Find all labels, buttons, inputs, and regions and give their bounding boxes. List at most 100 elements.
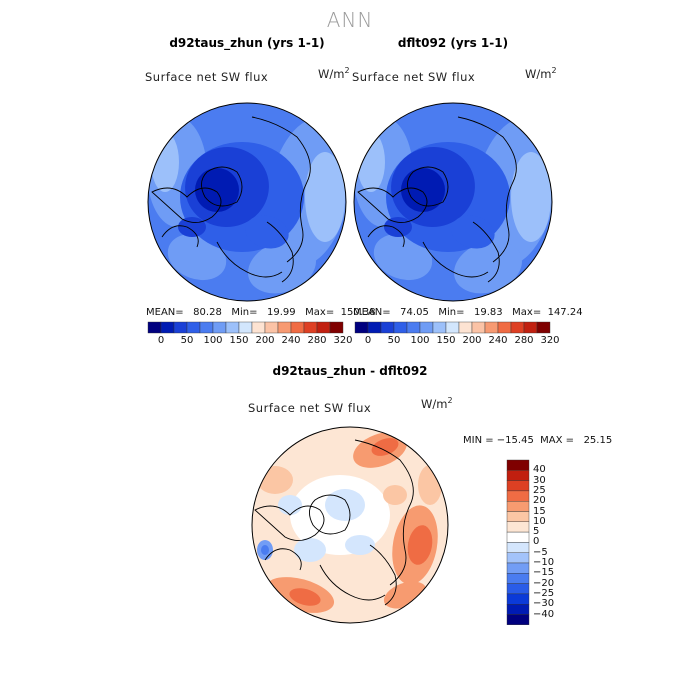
- field-region: [325, 489, 365, 521]
- panel1-map: [147, 102, 347, 302]
- colorbar-swatch: [354, 321, 369, 334]
- colorbar-tick-label: 100: [203, 335, 223, 346]
- panel3-stats: MIN = −15.45 MAX = 25.15: [463, 435, 613, 446]
- colorbar-tick-label: 0: [157, 335, 165, 346]
- field-region: [294, 538, 326, 562]
- field-region: [384, 217, 412, 237]
- colorbar-swatch: [484, 321, 499, 334]
- colorbar-tick-label: −15: [533, 567, 555, 579]
- panel2-map: [353, 102, 553, 302]
- colorbar-tick-label: 30: [533, 474, 546, 486]
- colorbar-tick-label: 200: [255, 335, 275, 346]
- colorbar-tick-label: 50: [387, 335, 401, 346]
- colorbar-swatch: [303, 321, 318, 334]
- colorbar-swatch: [393, 321, 408, 334]
- panel1-units: W/m2: [318, 66, 350, 81]
- colorbar-swatch: [506, 511, 530, 523]
- field-region: [245, 215, 289, 249]
- panel1-stats: MEAN= 80.28 Min= 19.99 Max= 150.38: [146, 307, 376, 318]
- field-region: [418, 465, 442, 505]
- panel1-title: d92taus_zhun (yrs 1-1): [169, 36, 325, 50]
- field-region: [451, 215, 495, 249]
- colorbar-tick-label: 280: [514, 335, 534, 346]
- coastline: [357, 116, 517, 283]
- colorbar-swatch: [506, 552, 530, 564]
- colorbar-swatch: [506, 470, 530, 481]
- colorbar-swatch: [277, 321, 292, 334]
- field-region: [151, 132, 179, 192]
- panel2-stats: MEAN= 74.05 Min= 19.83 Max= 147.24: [353, 307, 583, 318]
- coastline: [151, 116, 311, 283]
- colorbar-swatch: [186, 321, 201, 334]
- colorbar-tick-label: 25: [533, 484, 546, 496]
- colorbar-tick-label: 320: [540, 335, 560, 346]
- colorbar-swatch: [406, 321, 421, 334]
- colorbar-swatch: [419, 321, 434, 334]
- colorbar-swatch: [506, 501, 530, 512]
- colorbar-swatch: [471, 321, 486, 334]
- field-region: [305, 152, 345, 242]
- colorbar-swatch: [380, 321, 395, 334]
- colorbar-swatch: [251, 321, 266, 334]
- colorbar-swatch: [173, 321, 188, 334]
- colorbar-swatch: [506, 562, 530, 574]
- map-boundary: [147, 102, 347, 302]
- field-region: [167, 233, 227, 281]
- colorbar-tick-label: 40: [533, 464, 546, 476]
- field-region: [371, 438, 399, 456]
- colorbar-swatch: [506, 480, 530, 492]
- field-region: [383, 485, 407, 505]
- colorbar-tick-label: 240: [488, 335, 508, 346]
- colorbar-swatch: [506, 542, 530, 553]
- colorbar-swatch: [506, 593, 530, 605]
- colorbar-tick-label: 240: [281, 335, 301, 346]
- colorbar-swatch: [506, 521, 530, 533]
- panel3-colorbar: [506, 459, 530, 626]
- colorbar-swatch: [264, 321, 279, 334]
- colorbar-tick-label: 50: [180, 335, 194, 346]
- field-region: [289, 588, 321, 606]
- colorbar-swatch: [506, 614, 530, 626]
- panel2-units: W/m2: [525, 66, 557, 81]
- field-region: [454, 240, 522, 294]
- colorbar-tick-label: 150: [436, 335, 456, 346]
- colorbar-tick-label: 280: [307, 335, 327, 346]
- colorbar-swatch: [329, 321, 344, 334]
- colorbar-swatch: [432, 321, 447, 334]
- field-region: [407, 525, 433, 565]
- panel3-units: W/m2: [421, 396, 453, 411]
- field-region: [511, 152, 551, 242]
- colorbar-tick-label: 0: [364, 335, 372, 346]
- colorbar-swatch: [445, 321, 460, 334]
- coastline: [254, 439, 414, 606]
- colorbar-tick-label: −40: [533, 608, 555, 620]
- panel3-title: d92taus_zhun - dflt092: [272, 364, 428, 378]
- colorbar-swatch: [147, 321, 162, 334]
- panel1-colorbar: [147, 321, 344, 334]
- colorbar-swatch: [458, 321, 473, 334]
- field-region: [195, 168, 239, 212]
- panel2-colorbar: [354, 321, 551, 334]
- colorbar-tick-label: −10: [533, 557, 555, 568]
- field-region: [178, 217, 206, 237]
- colorbar-swatch: [199, 321, 214, 334]
- colorbar-swatch: [238, 321, 253, 334]
- field-region: [345, 535, 375, 555]
- colorbar-swatch: [506, 604, 530, 615]
- colorbar-tick-label: 15: [533, 505, 546, 517]
- colorbar-swatch: [536, 321, 551, 334]
- colorbar-tick-label: 150: [229, 335, 249, 346]
- colorbar-tick-label: 100: [410, 335, 430, 346]
- field-region: [373, 233, 433, 281]
- map-boundary: [353, 102, 553, 302]
- colorbar-swatch: [523, 321, 538, 334]
- colorbar-swatch: [212, 321, 227, 334]
- colorbar-swatch: [506, 490, 530, 502]
- colorbar-swatch: [506, 583, 530, 595]
- colorbar-tick-label: 10: [533, 515, 546, 527]
- colorbar-swatch: [506, 573, 530, 584]
- panel3-map: [251, 426, 449, 624]
- field-region: [401, 168, 445, 212]
- colorbar-tick-label: −30: [533, 598, 555, 610]
